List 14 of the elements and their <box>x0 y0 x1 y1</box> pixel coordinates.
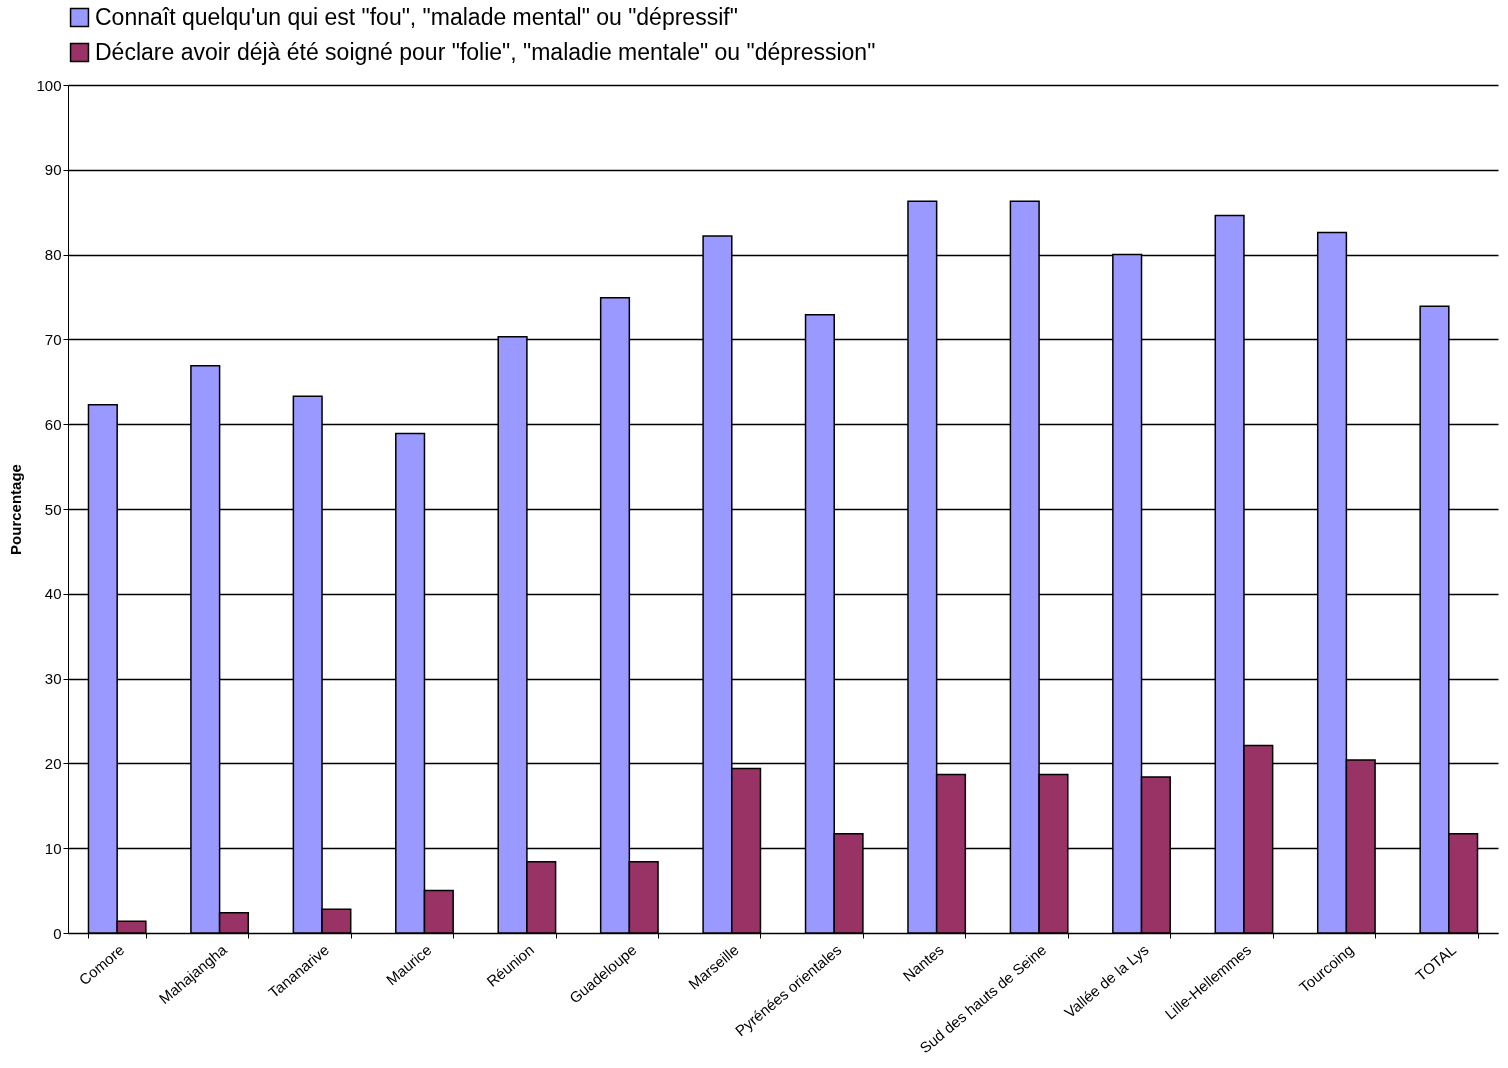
y-tick-label: 70 <box>44 330 62 348</box>
y-tick-label: 60 <box>44 415 62 433</box>
y-tick-label: 40 <box>44 585 62 603</box>
y-tick-label: 10 <box>44 839 62 857</box>
y-tick-label: 0 <box>53 924 62 942</box>
y-tick-label: 30 <box>44 670 62 688</box>
y-tick-label: 90 <box>44 161 62 179</box>
y-axis-title: Pourcentage <box>7 464 25 555</box>
y-tick-label: 100 <box>36 76 62 94</box>
y-tick-label: 20 <box>44 754 62 772</box>
legend-label: Déclare avoir déjà été soigné pour "folie", "maladie mentale" ou "dépression" <box>95 38 876 65</box>
legend-label: Connaît quelqu'un qui est "fou", "malade mental" ou "dépressif" <box>95 3 738 30</box>
y-tick-label: 80 <box>44 246 62 264</box>
y-tick-label: 50 <box>44 500 62 518</box>
